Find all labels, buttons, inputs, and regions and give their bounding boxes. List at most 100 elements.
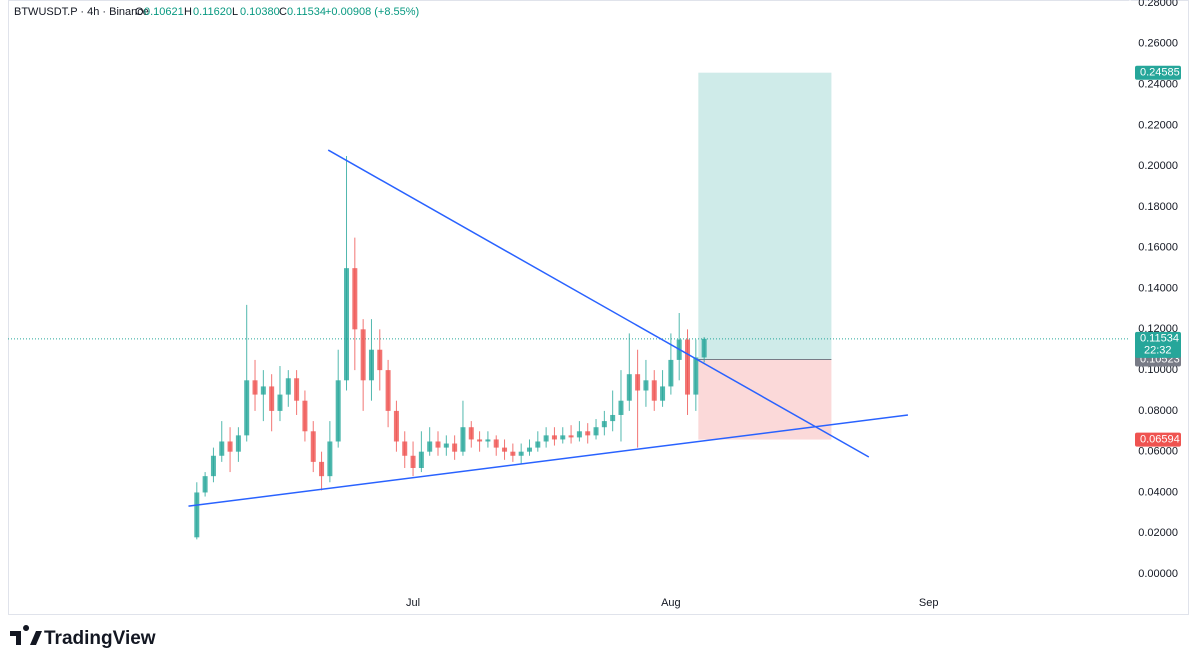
candle-body [260,386,266,395]
candle-body [518,451,524,456]
candle-body [585,431,591,436]
candle-body [593,427,599,436]
x-tick-label: Aug [661,597,681,609]
close-label: C [279,6,287,18]
candle-body [660,386,666,401]
candle-body [277,394,283,411]
low-value: 0.10380 [240,6,280,18]
trendline [327,149,870,458]
trendline [188,414,909,507]
last-price-label-box [1135,331,1181,358]
y-tick-label: 0.18000 [1138,201,1178,213]
high-value: 0.11620 [193,6,232,18]
candle-body [210,455,216,477]
candle-body [285,378,291,395]
header: BTWUSDT.P · 4h · Binance O 0.10621 H 0.1… [14,6,419,18]
stop-label-box [1135,432,1181,447]
high-label: H [184,6,192,18]
brand: TradingView [44,628,156,649]
candle-body [535,441,541,448]
candle-body [643,380,649,391]
candle-body [310,431,316,462]
candle-body [693,357,699,395]
candle-body [526,447,532,452]
candle-body [418,451,424,468]
x-tick-label: Sep [919,597,939,609]
candle-body [402,441,408,456]
candle-body [219,441,225,456]
candle-body [202,476,208,493]
stop-label: 0.06594 [1140,433,1180,445]
open-value: 0.10621 [144,6,184,18]
candle-body [427,441,433,452]
candle-body [352,268,358,330]
y-tick-label: 0.24000 [1138,79,1178,91]
y-tick-label: 0.06000 [1138,446,1178,458]
symbol: BTWUSDT.P · 4h · Binance [14,6,149,18]
candle-body [452,443,458,452]
profit-zone [698,72,832,360]
logo-icon [10,625,42,645]
candle-body [568,435,574,438]
candle-body [635,374,641,391]
candle-body [244,380,250,436]
y-tick-label: 0.04000 [1138,486,1178,498]
candle-body [385,370,391,411]
candle-body [410,455,416,468]
open-label: O [135,6,144,18]
candle-body [551,435,557,440]
y-tick-label: 0.02000 [1138,527,1178,539]
candle-body [335,380,341,442]
x-tick-label: Jul [406,597,420,609]
candle-body [460,427,466,452]
candle-body [468,427,474,440]
last-price-label: 0.11534 [1140,333,1179,345]
candle-body [344,268,350,381]
candle-body [327,441,333,477]
candle-body [269,386,275,411]
countdown: 22:32 [1144,345,1172,357]
candle-body [510,451,516,456]
candle-body [626,374,632,401]
change: +0.00908 (+8.55%) [325,6,419,18]
low-label: L [232,6,238,18]
candle-body [377,349,383,371]
target-label-box [1135,65,1181,80]
candle-body [576,431,582,438]
y-tick-label: 0.22000 [1138,119,1178,131]
candle-body [393,410,399,442]
logo: TradingView [10,625,156,649]
candle-body [560,435,566,440]
y-tick-label: 0.28000 [1138,0,1178,9]
candle-body [319,461,325,477]
chart-frame [8,0,1189,615]
candle-body [651,380,657,401]
candle-body [493,439,499,448]
y-tick-label: 0.20000 [1138,160,1178,172]
candle-body [252,380,258,395]
candle-body [610,414,616,422]
close-value: 0.11534 [287,6,326,18]
candle-body [302,400,308,432]
y-tick-label: 0.16000 [1138,242,1178,254]
y-tick-label: 0.08000 [1138,405,1178,417]
y-tick-label: 0.10000 [1138,364,1178,376]
candle-body [685,339,691,395]
candle-body [502,447,508,452]
candle-body [543,435,549,442]
candle-body [701,338,707,358]
candle-body [194,492,200,538]
candle-body [227,441,233,452]
y-tick-label: 0.14000 [1138,282,1178,294]
target-label: 0.24585 [1140,67,1180,79]
candle-body [435,441,441,448]
y-tick-label: 0.00000 [1138,568,1178,580]
candle-body [235,435,241,452]
candle-body [368,349,374,381]
candle-body [601,421,607,428]
candle-body [485,439,491,442]
candle-body [477,439,483,442]
candle-body [618,400,624,415]
y-tick-label: 0.26000 [1138,38,1178,50]
